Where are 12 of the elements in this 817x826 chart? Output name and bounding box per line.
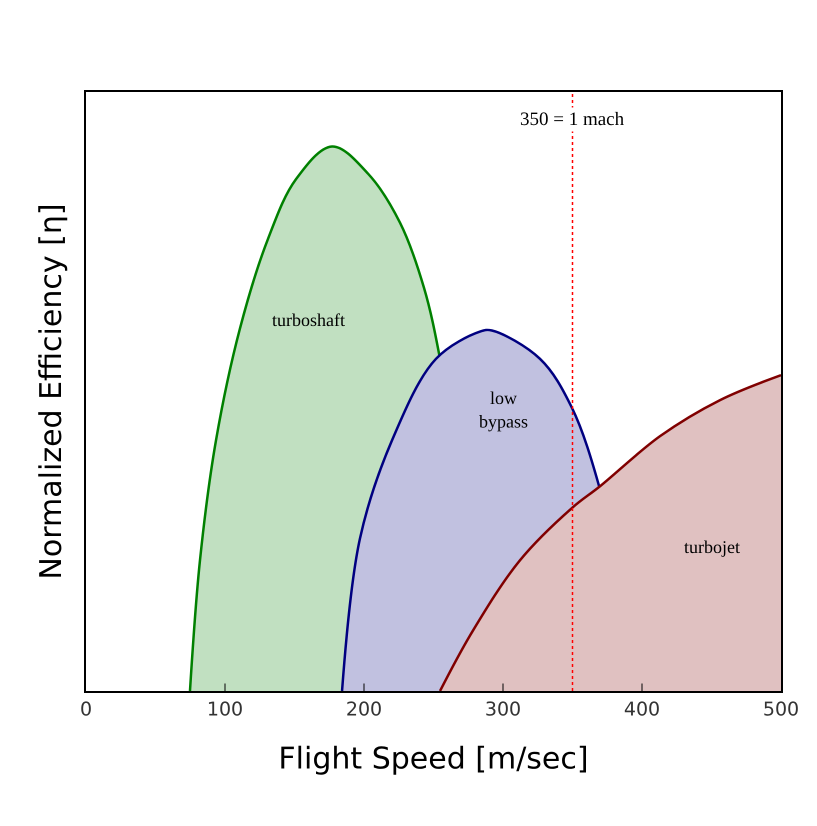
x-axis-title: Flight Speed [m/sec]: [278, 742, 589, 777]
x-tick-label: 300: [484, 698, 522, 721]
x-tick-label: 100: [206, 698, 244, 721]
x-tick-label: 500: [762, 698, 800, 721]
series-label: turboshaft: [272, 310, 345, 330]
series-label: low bypass: [479, 388, 528, 432]
series-label: turbojet: [684, 537, 740, 557]
x-tick-label: 0: [80, 698, 92, 721]
y-axis-title: Normalized Efficiency [η]: [34, 203, 69, 580]
x-tick-label: 400: [624, 698, 660, 721]
x-tick-label: 200: [346, 698, 382, 721]
ref-line-label: 350 = 1 mach: [520, 109, 625, 130]
